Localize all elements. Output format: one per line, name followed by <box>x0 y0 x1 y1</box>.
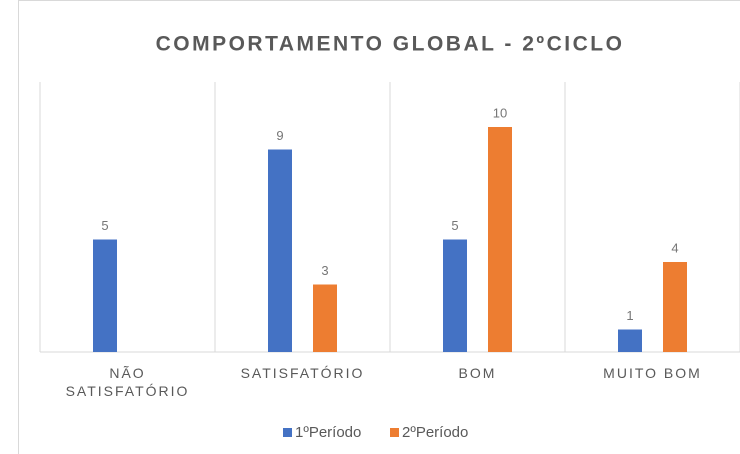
legend-swatch <box>283 428 292 437</box>
legend-swatch <box>390 428 399 437</box>
data-label: 3 <box>321 263 328 278</box>
data-label: 9 <box>276 128 283 143</box>
legend-label: 2ºPeríodo <box>402 424 468 441</box>
data-label: 5 <box>451 218 458 233</box>
chart-border <box>18 0 740 454</box>
x-tick-label: SATISFATÓRIO <box>240 365 365 381</box>
bar <box>313 284 337 352</box>
data-label: 10 <box>493 105 507 120</box>
bar <box>488 127 512 352</box>
x-tick-label: BOM <box>458 365 497 381</box>
data-label: 1 <box>626 308 633 323</box>
x-tick-label: MUITO BOM <box>603 365 702 381</box>
bar <box>93 239 117 352</box>
chart-title: COMPORTAMENTO GLOBAL - 2ºCICLO <box>156 33 625 56</box>
data-label: 4 <box>671 240 678 255</box>
bar <box>443 239 467 352</box>
legend-label: 1ºPeríodo <box>295 424 361 441</box>
bar <box>663 262 687 352</box>
bar <box>268 149 292 352</box>
x-tick-label: NÃO SATISFATÓRIO <box>65 365 190 399</box>
data-label: 5 <box>101 218 108 233</box>
bar <box>618 329 642 352</box>
